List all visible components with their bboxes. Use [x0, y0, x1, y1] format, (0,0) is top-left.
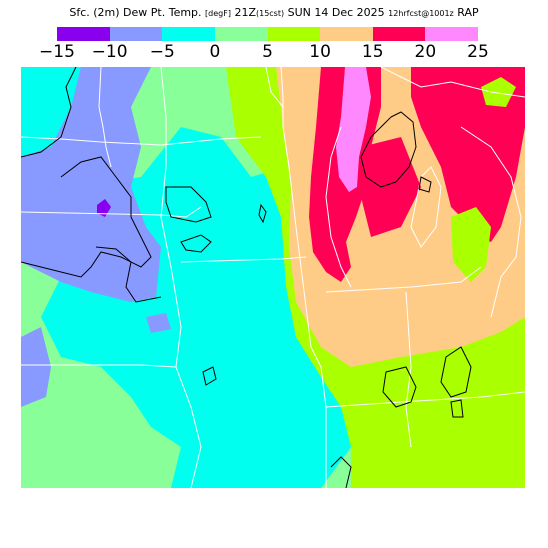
- color-scale-tick-label: −5: [149, 42, 175, 62]
- region-low-southwest: [21, 327, 51, 407]
- title-run: 12hrfcst@1001z: [388, 9, 454, 18]
- dewpoint-contours: [21, 67, 472, 488]
- color-scale-tick-label: 0: [209, 42, 221, 62]
- border-line-7: [325, 266, 482, 293]
- contour-13: [418, 176, 432, 193]
- dewpoint-map: [21, 67, 525, 488]
- contour-5: [180, 234, 212, 253]
- border-line-15: [265, 67, 284, 108]
- contour-4: [165, 186, 212, 223]
- border-line-5: [160, 67, 202, 488]
- border-line-3: [98, 67, 112, 168]
- region-warm-south: [351, 357, 525, 488]
- color-scale-tick-label: 10: [309, 42, 331, 62]
- region-hottest: [336, 67, 371, 192]
- border-line-1: [21, 206, 202, 218]
- border-line-4: [280, 67, 327, 488]
- contour-10: [440, 346, 472, 398]
- contour-2: [21, 156, 152, 278]
- contour-8: [360, 111, 417, 188]
- border-line-10: [21, 136, 262, 146]
- color-scale-tick-label: 25: [467, 42, 489, 62]
- title-local-time: (15cst): [255, 9, 285, 18]
- title-time: 21Z: [230, 6, 256, 19]
- color-scale-segment: [425, 27, 478, 41]
- region-low-small-patch: [146, 313, 171, 333]
- color-scale-segment: [162, 27, 215, 41]
- contour-6: [258, 203, 267, 224]
- contour-9: [382, 366, 417, 408]
- contour-11: [450, 399, 464, 418]
- color-scale-segment: [372, 27, 426, 41]
- map-title: Sfc. (2m) Dew Pt. Temp. [degF] 21Z(15cst…: [0, 6, 548, 19]
- title-model: RAP: [453, 6, 479, 19]
- border-line-9: [325, 391, 525, 408]
- region-low-west: [21, 67, 161, 302]
- region-hot-center: [361, 137, 421, 237]
- region-hot-east-lobe: [411, 67, 525, 242]
- color-scale-bar: [57, 27, 478, 41]
- title-main: Sfc. (2m) Dew Pt. Temp.: [69, 6, 206, 19]
- contour-1: [21, 67, 77, 158]
- color-scale-segment: [109, 27, 163, 41]
- color-scale-tick-label: 20: [414, 42, 437, 62]
- contour-7: [202, 366, 217, 386]
- color-scale-tick-label: 15: [361, 42, 384, 62]
- region-warm-patch-northeast: [481, 77, 516, 107]
- color-scale-labels: −15 −10 −5 0 5 10 15 20 25: [0, 42, 548, 62]
- border-line-6: [180, 256, 307, 263]
- color-scale-segment: [267, 27, 321, 41]
- border-line-8: [405, 291, 412, 448]
- title-date: SUN 14 Dec 2025: [284, 6, 389, 19]
- color-scale-segment: [214, 27, 268, 41]
- color-scale-tick-label: 5: [262, 42, 273, 62]
- color-scale-tick-label: −15: [39, 42, 75, 62]
- border-line-14: [460, 126, 522, 318]
- border-line-13: [410, 166, 442, 248]
- region-warm-patch-east: [451, 207, 491, 282]
- contour-12: [330, 456, 352, 488]
- title-units: [degF]: [205, 9, 231, 18]
- map-borders: [21, 67, 525, 488]
- color-scale-segment: [57, 27, 110, 41]
- region-very-low-spot: [97, 199, 111, 217]
- border-line-11: [380, 67, 525, 98]
- region-cool-northwest: [21, 67, 91, 177]
- border-line-2: [21, 364, 177, 368]
- color-scale-segment: [320, 27, 373, 41]
- contour-3: [95, 246, 162, 303]
- color-scale-tick-label: −10: [91, 42, 128, 62]
- border-line-12: [325, 126, 352, 288]
